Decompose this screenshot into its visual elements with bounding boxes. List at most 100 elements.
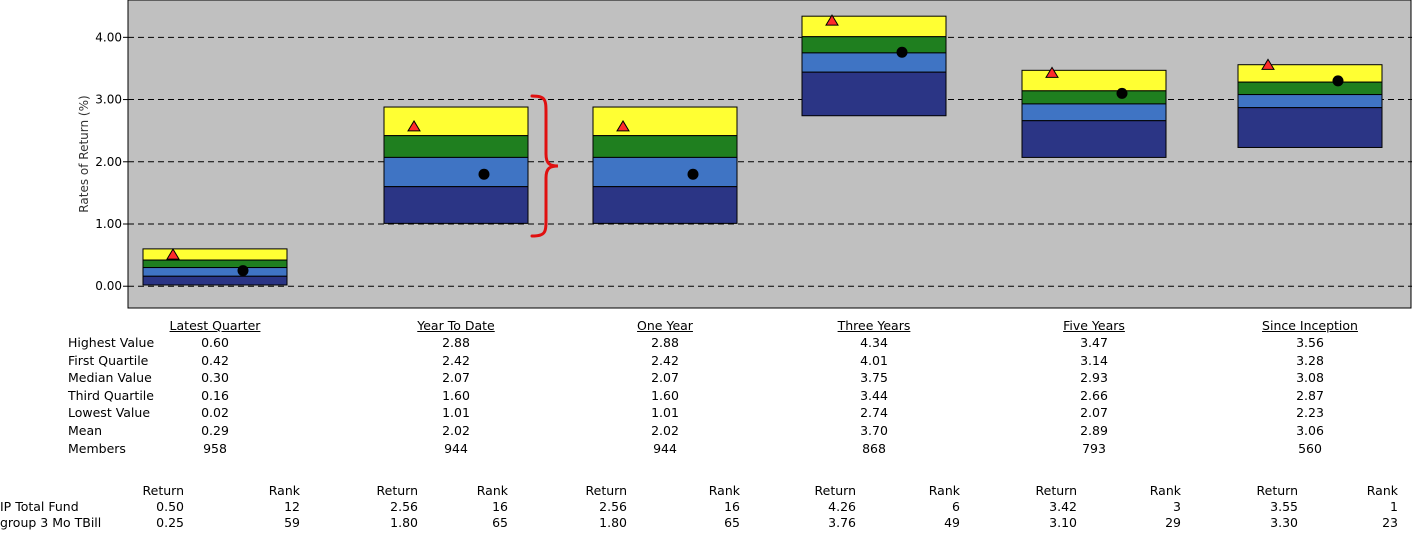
tbill-circle-marker (1116, 87, 1128, 99)
return-value: 3.42 (1049, 499, 1077, 514)
stats-row-label: Mean (68, 423, 103, 438)
y-tick-label: 2.00 (95, 155, 122, 169)
rank-header: Rank (1366, 483, 1398, 498)
stats-row-label: Lowest Value (68, 405, 151, 421)
stats-cell: 0.42 (201, 352, 229, 368)
stats-cell: 1.01 (651, 405, 679, 421)
stats-cell: 3.56 (1296, 335, 1324, 350)
return-value: 4.26 (828, 499, 856, 514)
box-third-quartile (1021, 103, 1167, 122)
return-header: Return (1035, 483, 1077, 498)
stats-row-label: First Quartile (68, 352, 149, 368)
rank-header: Rank (708, 483, 740, 498)
stats-cell: 0.30 (201, 370, 229, 386)
return-value: 3.10 (1049, 515, 1077, 530)
marker-series (166, 14, 1344, 277)
stats-cell: 2.88 (442, 335, 470, 350)
fund-triangle-marker (616, 119, 630, 132)
fund-triangle-marker (1261, 58, 1275, 70)
return-value: 3.30 (1270, 515, 1298, 530)
rank-value: 16 (492, 499, 508, 514)
stats-cell: 2.87 (1296, 387, 1324, 403)
stats-cell: 1.01 (442, 405, 470, 421)
box-top-quartile (592, 106, 738, 137)
box-second-quartile (1237, 81, 1383, 96)
box-chart: 0.00 1.00 2.00 3.00 4.00 Rates of Return (%) (77, 0, 1412, 309)
return-value: 1.80 (390, 515, 418, 530)
stats-cell: 0.60 (201, 335, 229, 350)
box-top-quartile (142, 248, 288, 261)
stats-cell: 2.07 (442, 370, 470, 386)
box-second-quartile (383, 135, 529, 158)
box-bottom-quartile (1021, 120, 1167, 158)
box-top-quartile (383, 106, 529, 137)
y-axis-ticks: 0.00 1.00 2.00 3.00 4.00 (95, 30, 128, 293)
box-series (142, 15, 1383, 286)
bracket-annotation (530, 94, 559, 238)
stats-cell: 1.60 (651, 387, 679, 403)
return-header: Return (376, 483, 418, 498)
y-tick-label: 3.00 (95, 93, 122, 107)
period-header: Year To Date (417, 318, 495, 333)
rank-value: 12 (284, 499, 300, 514)
stats-cell: 3.28 (1296, 352, 1324, 368)
fund-triangle-marker (1045, 66, 1059, 78)
stats-cell: 4.01 (860, 352, 888, 368)
stats-cell: 793 (1082, 440, 1106, 456)
stats-cell: 3.75 (860, 370, 888, 386)
box-third-quartile (801, 52, 947, 73)
stats-cell: 4.34 (860, 335, 888, 350)
stats-cell: 2.07 (1080, 405, 1108, 421)
stats-row-label: Members (68, 440, 126, 456)
box-bottom-quartile (142, 275, 288, 286)
period-header: Latest Quarter (169, 318, 261, 333)
stats-cell: 3.14 (1080, 352, 1108, 368)
plot-area (127, 0, 1412, 309)
fund-triangle-marker (407, 119, 421, 132)
rank-header: Rank (476, 483, 508, 498)
stats-cell: 3.70 (860, 423, 888, 438)
stats-cell: 3.47 (1080, 335, 1108, 350)
box-bottom-quartile (1237, 107, 1383, 148)
return-header: Return (142, 483, 184, 498)
stats-cell: 958 (203, 440, 227, 456)
stats-cell: 2.42 (651, 352, 679, 368)
y-axis-label: Rates of Return (%) (77, 95, 91, 212)
stats-cell: 3.44 (860, 387, 888, 403)
return-header: Return (814, 483, 856, 498)
stats-cell: 0.16 (201, 387, 229, 403)
stats-cell: 0.29 (201, 423, 229, 438)
box-third-quartile (383, 156, 529, 188)
stats-cell: 868 (862, 440, 886, 456)
stats-cell: 2.88 (651, 335, 679, 350)
rank-value: 1 (1390, 499, 1398, 514)
box-second-quartile (592, 135, 738, 158)
y-tick-label: 4.00 (95, 30, 122, 44)
series-label: IP Total Fund (0, 499, 79, 514)
box-second-quartile (142, 259, 288, 269)
stats-row-label: Highest Value (68, 335, 155, 350)
rank-value: 59 (284, 515, 300, 530)
box-third-quartile (142, 267, 288, 277)
tbill-circle-marker (687, 168, 699, 180)
stats-cell: 2.07 (651, 370, 679, 386)
rank-header: Rank (268, 483, 300, 498)
return-value: 2.56 (390, 499, 418, 514)
stats-cell: 2.74 (860, 405, 888, 421)
stats-cell: 3.06 (1296, 423, 1324, 438)
return-header: Return (1256, 483, 1298, 498)
box-bottom-quartile (383, 186, 529, 224)
period-header: Three Years (837, 318, 911, 333)
stats-cell: 2.02 (651, 423, 679, 438)
y-tick-label: 1.00 (95, 217, 122, 231)
stats-cell: 2.66 (1080, 387, 1108, 403)
stats-cell: 944 (444, 440, 468, 456)
rank-value: 65 (492, 515, 508, 530)
stats-row-label: Third Quartile (68, 387, 154, 403)
series-label: group 3 Mo TBill (0, 515, 102, 530)
stats-cell: 2.93 (1080, 370, 1108, 386)
tbill-circle-marker (896, 46, 908, 58)
tbill-circle-marker (237, 265, 249, 277)
return-value: 0.50 (156, 499, 184, 514)
stats-cell: 2.23 (1296, 405, 1324, 421)
